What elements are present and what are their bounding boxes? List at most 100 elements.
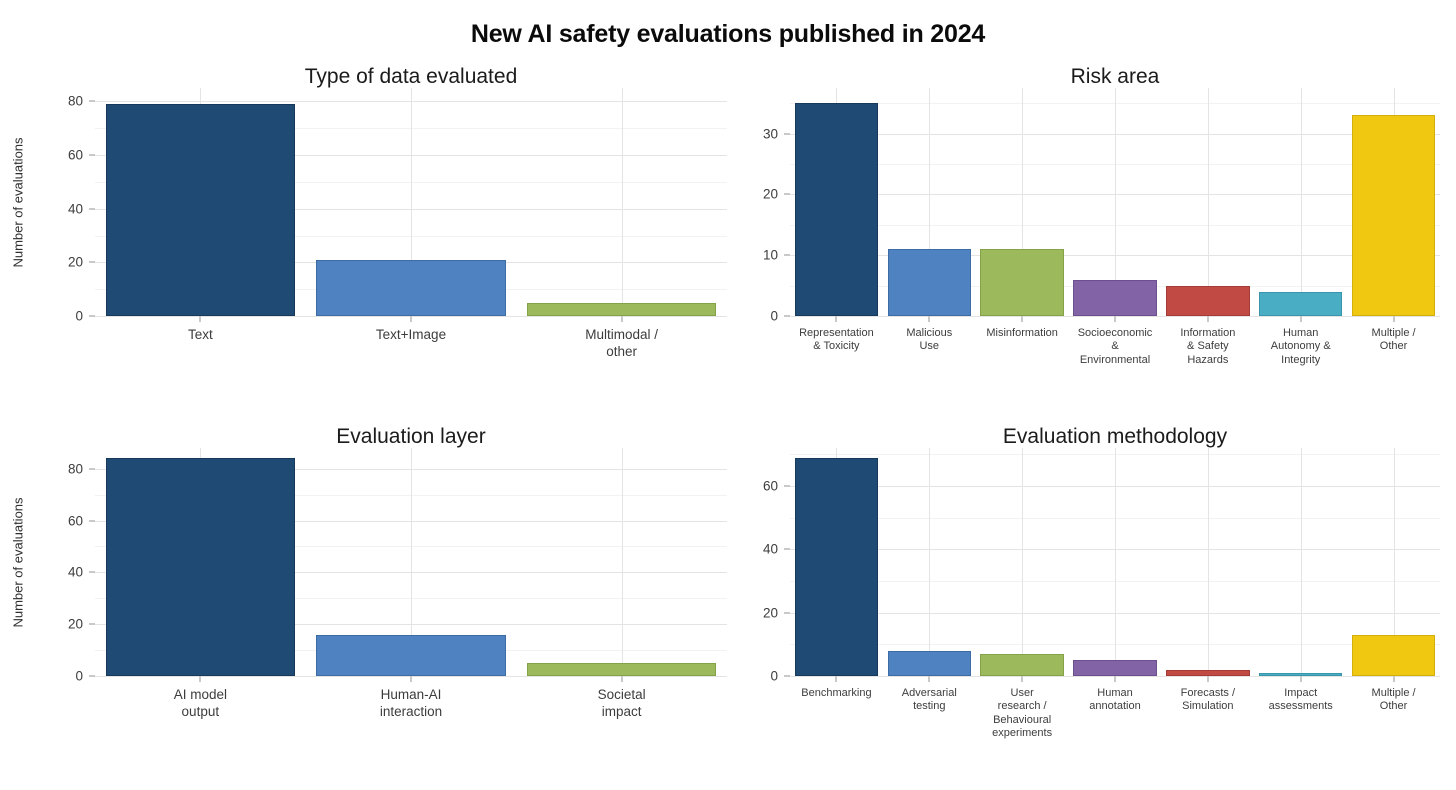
- bar: [105, 458, 296, 676]
- x-tick-mark: [1299, 316, 1302, 322]
- plot-area: 0 20 40 60 80 AI model output Human-AI interac…: [68, 448, 727, 719]
- y-tick-label: 30: [762, 126, 778, 142]
- x-category-label: Information & Safety Hazards: [1180, 327, 1236, 366]
- gridline-vertical: [1207, 448, 1209, 676]
- y-tick-mark: [89, 315, 95, 317]
- gridline-vertical: [621, 88, 623, 316]
- y-tick-mark: [89, 623, 95, 626]
- x-category-label: User research / Behavioural experiments: [992, 687, 1053, 740]
- y-tick-mark: [784, 132, 790, 135]
- bar: [1258, 672, 1343, 676]
- x-tick-mark: [835, 676, 838, 682]
- x-tick-mark: [1114, 676, 1116, 682]
- y-tick-label: 20: [67, 616, 83, 632]
- bar: [1073, 279, 1157, 316]
- bar: [980, 249, 1064, 316]
- x-tick-mark: [199, 676, 202, 682]
- y-tick-label: 20: [762, 186, 778, 202]
- y-axis-title: Number of evaluations: [10, 136, 26, 268]
- x-tick-mark: [1392, 676, 1395, 682]
- gridline-vertical: [411, 88, 412, 316]
- x-category-label: Impact assessments: [1268, 687, 1333, 713]
- bar: [794, 457, 879, 676]
- bar: [526, 302, 717, 316]
- bar: [316, 634, 506, 676]
- chart-evaluation-layer: Evaluation layer Number of evaluations 0…: [0, 400, 728, 760]
- chart-title: Evaluation layer: [336, 425, 486, 449]
- x-category-label: Adversarial testing: [901, 687, 957, 713]
- x-category-label: Multiple / Other: [1371, 327, 1416, 353]
- plot-area: 0 20 40 60 Benchmarking Adversarial testing Us…: [763, 448, 1440, 739]
- y-tick-mark: [89, 675, 95, 677]
- gridline-vertical: [1300, 88, 1302, 316]
- x-category-label: Forecasts / Simulation: [1180, 687, 1236, 713]
- x-tick-mark: [928, 316, 931, 322]
- chart-risk-area: Risk area 0 10 20 30 Representation & Toxici…: [728, 40, 1456, 400]
- gridline-vertical: [1300, 448, 1302, 676]
- y-tick-mark: [784, 548, 790, 551]
- bar: [1351, 115, 1436, 316]
- x-tick-mark: [1299, 676, 1302, 682]
- gridline-vertical: [1207, 88, 1209, 316]
- chart-title: Evaluation methodology: [1002, 425, 1228, 449]
- x-category-label: Socioeconomic & Environmental: [1077, 327, 1153, 366]
- y-tick-label: 40: [67, 564, 83, 580]
- bar: [794, 103, 879, 316]
- chart-evaluation-methodology: Evaluation methodology 0 20 40 60 Benchmarki…: [728, 400, 1456, 760]
- bar: [316, 259, 506, 316]
- bar: [980, 653, 1064, 676]
- y-tick-label: 0: [770, 308, 778, 324]
- y-tick-label: 20: [67, 254, 83, 270]
- y-tick-label: 40: [67, 201, 83, 217]
- x-category-label: Human-AI interaction: [379, 687, 443, 719]
- gridline-vertical: [1022, 88, 1024, 316]
- gridline-vertical: [1115, 448, 1116, 676]
- x-tick-mark: [1206, 316, 1209, 322]
- x-category-label: Human Autonomy & Integrity: [1270, 327, 1331, 366]
- bar: [1073, 660, 1157, 676]
- y-tick-mark: [784, 675, 790, 677]
- gridline-vertical: [411, 448, 412, 676]
- y-tick-mark: [784, 315, 790, 317]
- y-tick-mark: [89, 261, 95, 264]
- x-category-label: Text: [187, 327, 213, 342]
- y-tick-label: 10: [762, 247, 778, 263]
- gridline-vertical: [621, 448, 623, 676]
- y-tick-mark: [784, 254, 790, 257]
- x-tick-mark: [410, 316, 412, 322]
- y-tick-label: 20: [762, 605, 778, 621]
- x-tick-mark: [1206, 676, 1209, 682]
- x-category-label: Representation & Toxicity: [799, 327, 874, 353]
- y-tick-mark: [89, 571, 95, 574]
- y-tick-mark: [89, 467, 95, 470]
- x-category-label: Text+Image: [375, 327, 447, 342]
- x-category-label: AI model output: [173, 687, 227, 719]
- x-category-label: Malicious Use: [906, 327, 953, 353]
- chart-type-of-data-evaluated: Type of data evaluated Number of evaluat…: [0, 40, 728, 400]
- y-tick-mark: [784, 193, 790, 196]
- gridline-vertical: [1115, 88, 1116, 316]
- y-tick-label: 60: [762, 478, 778, 494]
- y-tick-label: 60: [67, 147, 83, 163]
- x-category-label: Human annotation: [1089, 687, 1141, 713]
- x-tick-mark: [620, 676, 623, 682]
- bar: [1351, 634, 1436, 676]
- y-tick-label: 0: [770, 668, 778, 684]
- chart-title: Type of data evaluated: [304, 65, 518, 89]
- x-category-label: Societal impact: [597, 687, 646, 719]
- x-tick-mark: [1114, 316, 1116, 322]
- x-category-label: Benchmarking: [801, 687, 872, 699]
- bar: [887, 249, 972, 316]
- bar: [526, 663, 717, 676]
- x-category-label: Multiple / Other: [1371, 687, 1416, 713]
- gridline-vertical: [929, 88, 931, 316]
- bar: [1166, 669, 1250, 676]
- y-tick-mark: [784, 484, 790, 487]
- gridline-vertical: [929, 448, 931, 676]
- x-tick-mark: [1021, 676, 1024, 682]
- x-tick-mark: [620, 316, 623, 322]
- page-title: New AI safety evaluations published in 2…: [470, 19, 986, 48]
- x-tick-mark: [199, 316, 202, 322]
- x-tick-mark: [410, 676, 412, 682]
- plot-area: 0 10 20 30 Representation & Toxicity Maliciou…: [763, 88, 1440, 366]
